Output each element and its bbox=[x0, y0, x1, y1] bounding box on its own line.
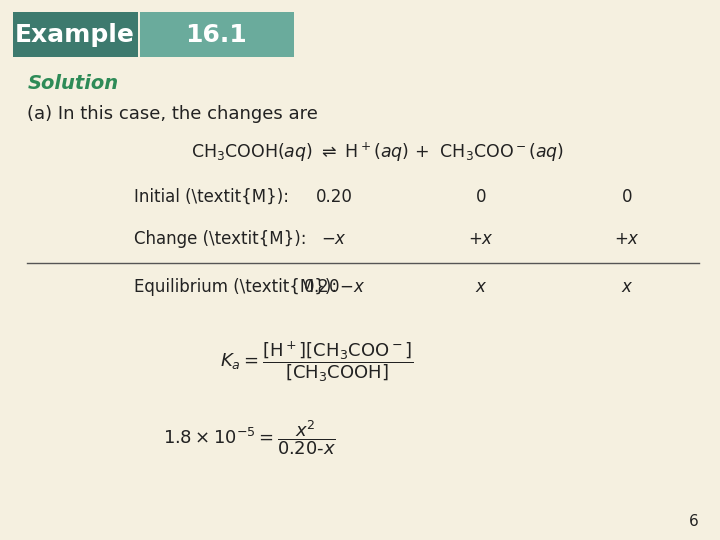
Text: Solution: Solution bbox=[27, 74, 118, 93]
Text: $+x$: $+x$ bbox=[468, 230, 494, 248]
Text: CH$_3$COOH($aq$) $\rightleftharpoons$ H$^+$($aq$) +  CH$_3$COO$^-$($aq$): CH$_3$COOH($aq$) $\rightleftharpoons$ H$… bbox=[191, 140, 564, 164]
Text: Change (\textit{M}):: Change (\textit{M}): bbox=[135, 230, 307, 248]
Text: $1.8 \times 10^{-5} = \dfrac{x^2}{0.20\text{-}x}$: $1.8 \times 10^{-5} = \dfrac{x^2}{0.20\t… bbox=[163, 418, 336, 457]
Text: 0: 0 bbox=[475, 188, 486, 206]
Text: 0.20$-x$: 0.20$-x$ bbox=[303, 278, 365, 296]
Text: $-x$: $-x$ bbox=[321, 230, 347, 248]
FancyBboxPatch shape bbox=[140, 12, 294, 57]
FancyBboxPatch shape bbox=[13, 12, 138, 57]
Text: 0: 0 bbox=[622, 188, 632, 206]
Text: $+x$: $+x$ bbox=[614, 230, 640, 248]
Text: Example: Example bbox=[15, 23, 135, 46]
Text: 16.1: 16.1 bbox=[186, 23, 248, 46]
Text: (a) In this case, the changes are: (a) In this case, the changes are bbox=[27, 105, 318, 124]
Text: $K_a = \dfrac{[\mathrm{H^+}][\mathrm{CH_3COO^-}]}{[\mathrm{CH_3COOH}]}$: $K_a = \dfrac{[\mathrm{H^+}][\mathrm{CH_… bbox=[220, 339, 414, 384]
Text: 6: 6 bbox=[689, 514, 698, 529]
Text: 0.20: 0.20 bbox=[316, 188, 353, 206]
Text: Initial (\textit{M}):: Initial (\textit{M}): bbox=[135, 188, 289, 206]
Text: $x$: $x$ bbox=[474, 278, 487, 296]
Text: Equilibrium (\textit{M}):: Equilibrium (\textit{M}): bbox=[135, 278, 338, 296]
Text: $x$: $x$ bbox=[621, 278, 634, 296]
